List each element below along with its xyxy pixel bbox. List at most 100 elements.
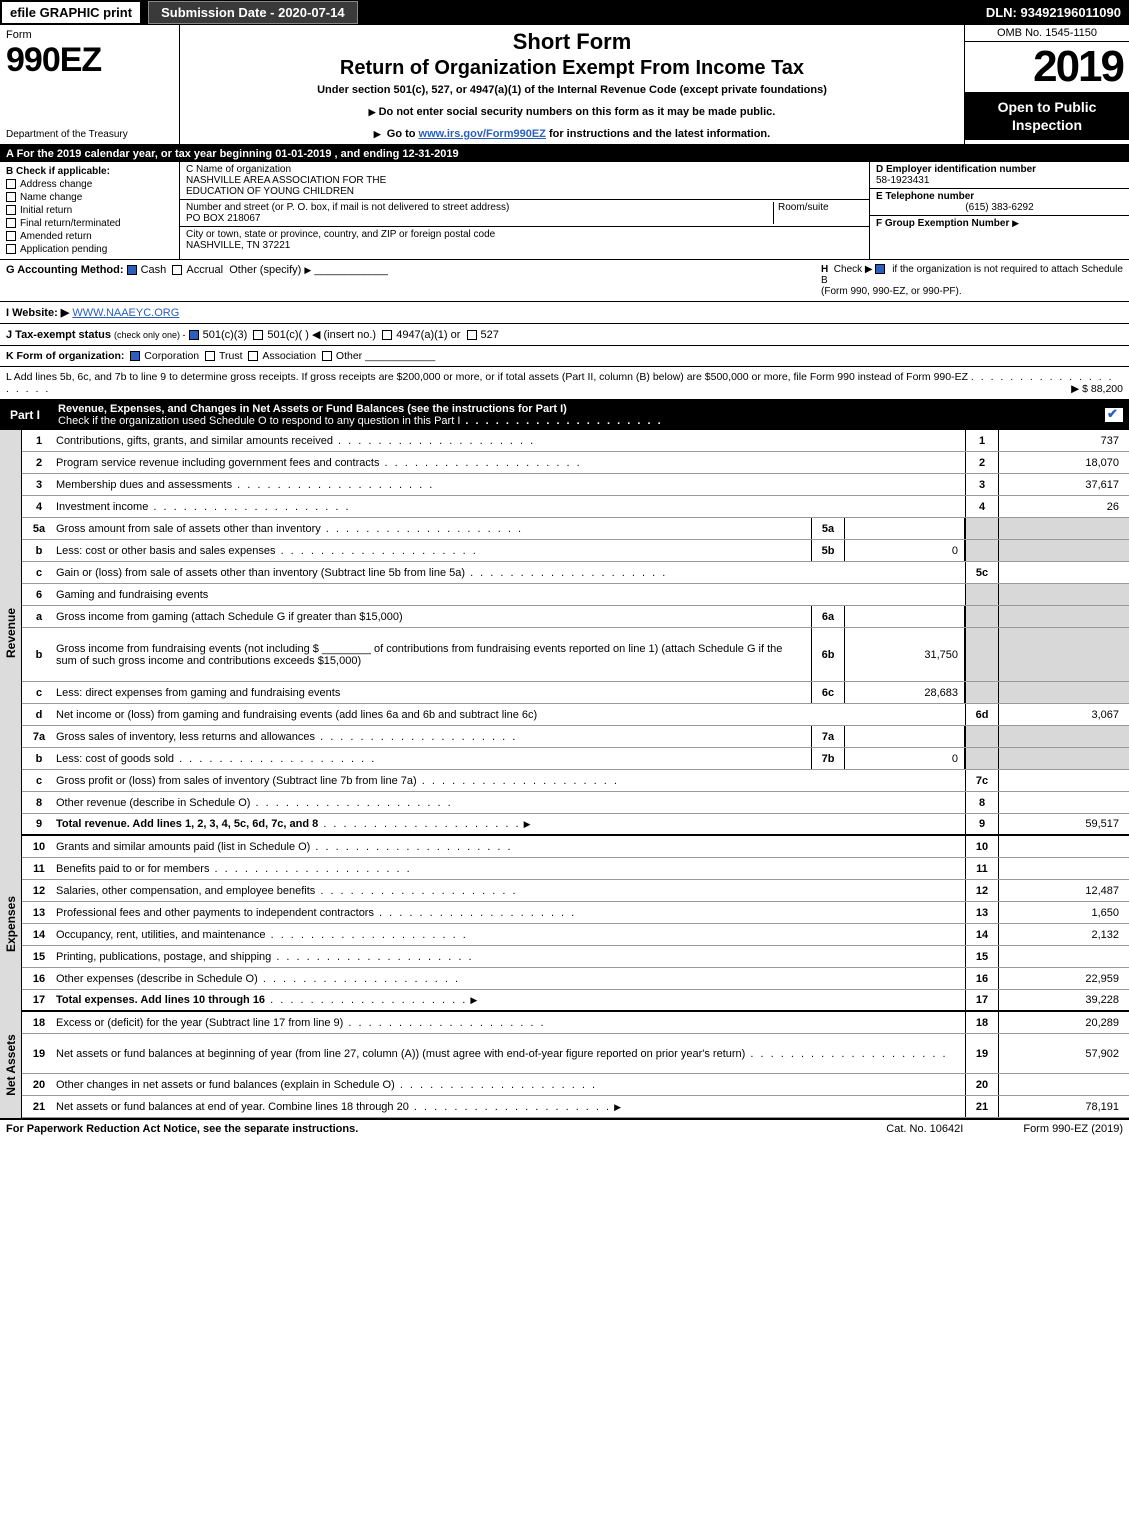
line-ref-grey <box>965 518 999 539</box>
line-desc: Occupancy, rent, utilities, and maintena… <box>56 929 266 941</box>
org-name-2: EDUCATION OF YOUNG CHILDREN <box>186 186 863 197</box>
part-1-title-text: Revenue, Expenses, and Changes in Net As… <box>58 403 567 415</box>
line-mid-ref: 6a <box>811 606 845 627</box>
line-val: 737 <box>999 430 1129 451</box>
line-6: 6Gaming and fundraising events <box>22 584 1129 606</box>
page-footer: For Paperwork Reduction Act Notice, see … <box>0 1118 1129 1138</box>
line-val <box>999 792 1129 813</box>
line-ref: 19 <box>965 1034 999 1073</box>
line-7c: cGross profit or (loss) from sales of in… <box>22 770 1129 792</box>
checkbox-address-change[interactable] <box>6 179 16 189</box>
line-num: b <box>22 753 56 765</box>
checkbox-trust[interactable] <box>205 351 215 361</box>
arrow-icon <box>524 818 531 830</box>
section-b: B Check if applicable: Address change Na… <box>0 162 180 259</box>
dots <box>276 545 478 557</box>
line-desc: Gross sales of inventory, less returns a… <box>56 731 315 743</box>
expenses-section: Expenses 10Grants and similar amounts pa… <box>0 836 1129 1012</box>
revenue-label-text: Revenue <box>4 608 18 658</box>
checkbox-other-org[interactable] <box>322 351 332 361</box>
row-l-amount: ▶ $ 88,200 <box>1071 383 1123 395</box>
checkbox-501c3[interactable] <box>189 330 199 340</box>
line-18: 18Excess or (deficit) for the year (Subt… <box>22 1012 1129 1034</box>
line-5a: 5aGross amount from sale of assets other… <box>22 518 1129 540</box>
under-section-text: Under section 501(c), 527, or 4947(a)(1)… <box>188 84 956 96</box>
line-num: 1 <box>22 435 56 447</box>
line-17: 17 Total expenses. Add lines 10 through 1… <box>22 990 1129 1012</box>
dots <box>395 1079 597 1091</box>
line-desc: Gain or (loss) from sale of assets other… <box>56 567 465 579</box>
line-mid-ref: 6b <box>811 628 845 681</box>
net-assets-section: Net Assets 18Excess or (deficit) for the… <box>0 1012 1129 1118</box>
line-num: c <box>22 567 56 579</box>
line-desc: Gross income from fundraising events (no… <box>56 643 811 667</box>
line-8: 8Other revenue (describe in Schedule O)8 <box>22 792 1129 814</box>
line-mid-val <box>845 518 965 539</box>
row-l-text: L Add lines 5b, 6c, and 7b to line 9 to … <box>6 371 968 383</box>
revenue-vertical-label: Revenue <box>0 430 22 836</box>
opt-corporation: Corporation <box>144 350 199 362</box>
checkbox-accrual[interactable] <box>172 265 182 275</box>
dots <box>271 951 473 963</box>
line-ref-grey <box>965 628 999 681</box>
line-val: 18,070 <box>999 452 1129 473</box>
line-num: 12 <box>22 885 56 897</box>
line-desc: Total revenue. Add lines 1, 2, 3, 4, 5c,… <box>56 818 318 830</box>
line-num: 13 <box>22 907 56 919</box>
line-ref: 21 <box>965 1096 999 1117</box>
line-num: 15 <box>22 951 56 963</box>
opt-other-specify: Other (specify) <box>229 264 301 276</box>
arrow-icon <box>470 994 477 1006</box>
checkbox-application-pending[interactable] <box>6 244 16 254</box>
line-mid-ref: 6c <box>811 682 845 703</box>
line-desc: Net income or (loss) from gaming and fun… <box>56 709 965 721</box>
opt-4947: 4947(a)(1) or <box>396 329 460 341</box>
line-ref: 17 <box>965 990 999 1010</box>
net-assets-label-text: Net Assets <box>4 1034 18 1096</box>
line-6d: dNet income or (loss) from gaming and fu… <box>22 704 1129 726</box>
line-val-grey <box>999 682 1129 703</box>
line-ref: 7c <box>965 770 999 791</box>
website-link[interactable]: WWW.NAAEYC.ORG <box>72 307 179 319</box>
line-num: c <box>22 687 56 699</box>
checkbox-association[interactable] <box>248 351 258 361</box>
opt-501c: 501(c)( ) ◀ (insert no.) <box>267 329 376 341</box>
checkbox-schedule-o[interactable] <box>1105 408 1123 422</box>
checkbox-501c[interactable] <box>253 330 263 340</box>
checkbox-initial-return[interactable] <box>6 205 16 215</box>
checkbox-h[interactable] <box>875 264 885 274</box>
line-val-grey <box>999 606 1129 627</box>
line-11: 11Benefits paid to or for members11 <box>22 858 1129 880</box>
dots <box>148 501 350 513</box>
checkbox-amended-return[interactable] <box>6 231 16 241</box>
label-website: I Website: ▶ <box>6 307 69 319</box>
checkbox-527[interactable] <box>467 330 477 340</box>
line-val-grey <box>999 726 1129 747</box>
line-val: 12,487 <box>999 880 1129 901</box>
irs-link[interactable]: www.irs.gov/Form990EZ <box>419 128 546 140</box>
line-ref-grey <box>965 606 999 627</box>
checkbox-final-return[interactable] <box>6 218 16 228</box>
line-desc: Investment income <box>56 501 148 513</box>
omb-number: OMB No. 1545-1150 <box>965 25 1129 42</box>
dots <box>266 929 468 941</box>
row-g-h: G Accounting Method: Cash Accrual Other … <box>0 260 1129 302</box>
submission-date-button[interactable]: Submission Date - 2020-07-14 <box>148 1 358 24</box>
line-21: 21Net assets or fund balances at end of … <box>22 1096 1129 1118</box>
line-val <box>999 562 1129 583</box>
line-3: 3Membership dues and assessments337,617 <box>22 474 1129 496</box>
line-desc: Total expenses. Add lines 10 through 16 <box>56 994 265 1006</box>
line-desc: Less: direct expenses from gaming and fu… <box>56 687 340 699</box>
line-desc: Contributions, gifts, grants, and simila… <box>56 435 333 447</box>
line-desc: Benefits paid to or for members <box>56 863 209 875</box>
checkbox-name-change[interactable] <box>6 192 16 202</box>
efile-print-button[interactable]: efile GRAPHIC print <box>0 0 142 25</box>
opt-final-return: Final return/terminated <box>20 218 121 229</box>
checkbox-corporation[interactable] <box>130 351 140 361</box>
checkbox-4947[interactable] <box>382 330 392 340</box>
opt-association: Association <box>262 350 316 362</box>
checkbox-cash[interactable] <box>127 265 137 275</box>
line-ref: 18 <box>965 1012 999 1033</box>
goto-text: Go to www.irs.gov/Form990EZ for instruct… <box>188 128 956 140</box>
line-6c: cLess: direct expenses from gaming and f… <box>22 682 1129 704</box>
